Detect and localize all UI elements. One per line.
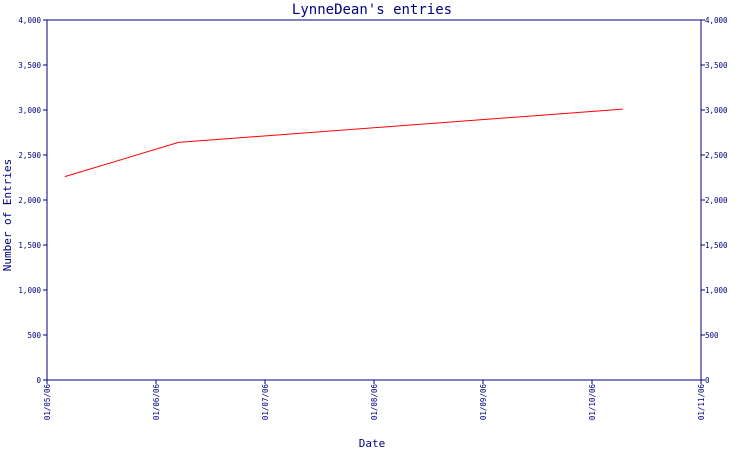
y-tick-label-right: 1,500 [705,241,728,250]
x-tick-label: 01/11/06 [697,384,706,421]
y-tick-label-left: 0 [36,376,41,385]
y-tick-label-right: 3,000 [705,106,728,115]
y-tick-label-left: 2,500 [18,151,41,160]
y-axis-right: 0 500 1,000 1,500 2,000 2,500 3,000 3,500 4,000 [701,16,728,385]
y-tick-label-right: 4,000 [705,16,728,25]
y-tick-label-right: 500 [705,331,719,340]
y-tick-label-right: 0 [705,376,710,385]
x-axis: 01/05/06 01/06/06 01/07/06 01/08/06 01/09/06… [43,380,706,420]
y-tick-label-left: 3,000 [18,106,41,115]
x-tick-label: 01/08/06 [370,384,379,421]
x-tick-label: 01/09/06 [479,384,488,421]
y-tick-label-right: 2,500 [705,151,728,160]
y-tick-label-left: 3,500 [18,61,41,70]
y-tick-label-right: 3,500 [705,61,728,70]
y-axis-title: Number of Entries [1,159,14,272]
y-tick-label-right: 2,000 [705,196,728,205]
y-axis-left: 0 500 1,000 1,500 2,000 2,500 3,000 3,500 4,000 [18,16,47,385]
axes [46,19,702,381]
y-tick-label-left: 1,500 [18,241,41,250]
x-tick-label: 01/06/06 [152,384,161,421]
series-layer [64,108,623,178]
x-tick-label: 01/07/06 [261,384,270,421]
series-line [64,108,623,178]
x-tick-label: 01/10/06 [588,384,597,421]
y-tick-label-right: 1,000 [705,286,728,295]
y-tick-label-left: 500 [27,331,41,340]
chart-title: LynneDean's entries [292,2,452,18]
x-axis-title: Date [359,437,386,450]
y-tick-label-left: 4,000 [18,16,41,25]
y-tick-label-left: 1,000 [18,286,41,295]
x-tick-label: 01/05/06 [43,384,52,421]
y-tick-label-left: 2,000 [18,196,41,205]
